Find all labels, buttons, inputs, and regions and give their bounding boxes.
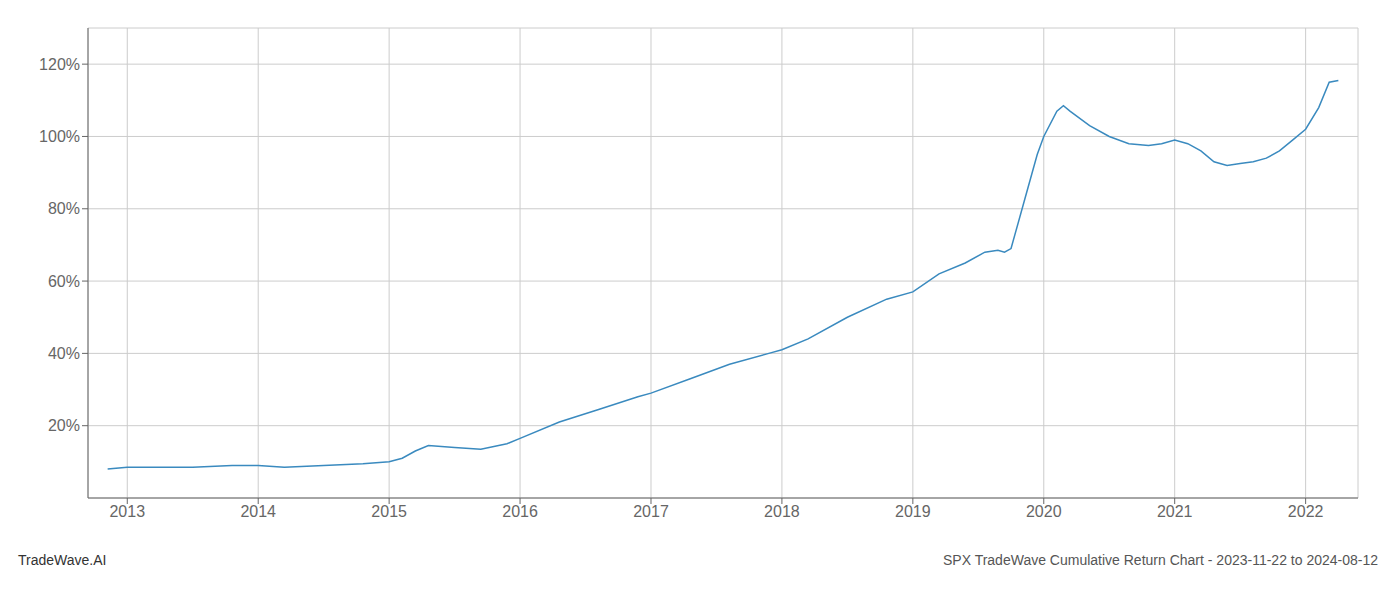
svg-text:2020: 2020: [1026, 503, 1062, 520]
svg-text:100%: 100%: [39, 128, 80, 145]
svg-text:2017: 2017: [633, 503, 669, 520]
svg-text:2015: 2015: [371, 503, 407, 520]
svg-text:40%: 40%: [48, 345, 80, 362]
svg-text:2019: 2019: [895, 503, 931, 520]
svg-text:2018: 2018: [764, 503, 800, 520]
svg-text:2014: 2014: [240, 503, 276, 520]
svg-text:60%: 60%: [48, 273, 80, 290]
svg-text:20%: 20%: [48, 417, 80, 434]
svg-text:2013: 2013: [109, 503, 145, 520]
svg-text:2021: 2021: [1157, 503, 1193, 520]
html-text:TradeWave.AI: TradeWave.AI: [18, 552, 107, 568]
svg-text:120%: 120%: [39, 56, 80, 73]
svg-text:80%: 80%: [48, 200, 80, 217]
svg-text:2016: 2016: [502, 503, 538, 520]
html-text:SPX TradeWave Cumulative Retur: SPX TradeWave Cumulative Return Chart - …: [943, 552, 1378, 568]
svg-text:2022: 2022: [1288, 503, 1324, 520]
